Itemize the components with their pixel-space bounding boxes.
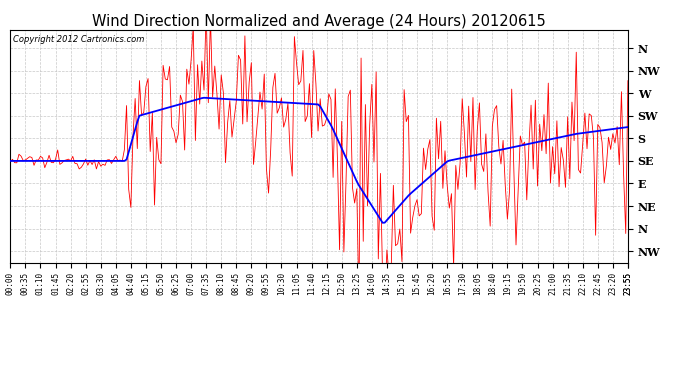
Title: Wind Direction Normalized and Average (24 Hours) 20120615: Wind Direction Normalized and Average (2…: [92, 14, 546, 29]
Text: Copyright 2012 Cartronics.com: Copyright 2012 Cartronics.com: [13, 34, 145, 44]
